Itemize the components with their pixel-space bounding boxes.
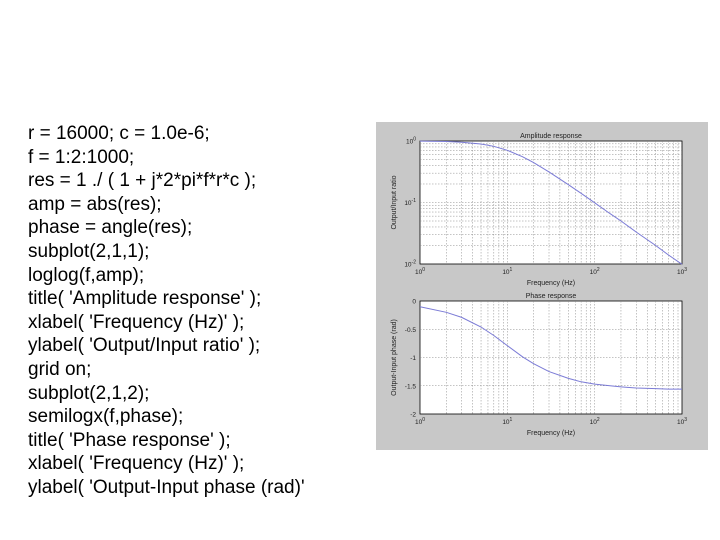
phase-y-axis-label: Output-Input phase (rad) (391, 319, 398, 396)
amplitude-y-tick-exponent: -1 (412, 198, 417, 204)
code-line: phase = angle(res); (28, 217, 193, 239)
phase-x-axis-label: Frequency (Hz) (527, 430, 575, 437)
amplitude-x-tick-label: 101 (502, 267, 512, 276)
phase-plot-area (419, 300, 683, 415)
code-line: semilogx(f,phase); (28, 406, 184, 428)
code-line: f = 1:2:1000; (28, 146, 135, 168)
matlab-figure: 100 101 102 103 10-2 10-1 100 Amplitude respons… (376, 122, 708, 450)
amplitude-series-line (419, 140, 683, 265)
phase-x-tick-exponent: 2 (597, 417, 600, 423)
amplitude-y-tick-label: 10-1 (404, 198, 416, 207)
amplitude-x-tick-exponent: 2 (597, 267, 600, 273)
amplitude-y-tick-exponent: 0 (413, 137, 416, 143)
phase-x-tick-exponent: 1 (510, 417, 513, 423)
phase-title: Phase response (526, 293, 577, 300)
code-line: title( 'Phase response' ); (28, 429, 231, 451)
phase-y-tick-label: -1 (410, 355, 416, 362)
amplitude-x-tick-exponent: 0 (422, 267, 425, 273)
code-line: loglog(f,amp); (28, 264, 145, 286)
amplitude-x-tick-label: 100 (415, 267, 425, 276)
phase-y-tick-label: -1.5 (405, 383, 417, 390)
code-line: grid on; (28, 358, 92, 380)
amplitude-x-tick-label: 103 (677, 267, 687, 276)
amplitude-y-tick-label: 100 (406, 137, 416, 146)
amplitude-plot-area (419, 140, 683, 265)
phase-x-tick-label: 101 (502, 417, 512, 426)
amplitude-y-tick-label: 10-2 (404, 260, 416, 269)
amplitude-x-tick-label: 102 (590, 267, 600, 276)
amplitude-x-tick-exponent: 1 (510, 267, 513, 273)
amplitude-title: Amplitude response (520, 133, 582, 140)
code-line: amp = abs(res); (28, 193, 162, 215)
phase-y-tick-label: -0.5 (405, 327, 417, 334)
code-line: ylabel( 'Output-Input phase (rad)' (28, 476, 305, 498)
phase-y-tick-label: -2 (410, 412, 416, 419)
phase-series-line (419, 306, 682, 390)
phase-x-tick-exponent: 3 (684, 417, 687, 423)
code-line: r = 16000; c = 1.0e-6; (28, 123, 210, 144)
code-line: res = 1 ./ ( 1 + j*2*pi*f*r*c ); (28, 170, 257, 192)
code-line: ylabel( 'Output/Input ratio' ); (28, 335, 261, 357)
phase-x-tick-label: 100 (415, 417, 425, 426)
code-listing: r = 16000; c = 1.0e-6; f = 1:2:1000; res =… (28, 122, 378, 500)
code-line: title( 'Amplitude response' ); (28, 288, 262, 310)
code-line: xlabel( 'Frequency (Hz)' ); (28, 311, 245, 333)
amplitude-y-axis-label: Output/Input ratio (391, 175, 398, 229)
phase-y-tick-label: 0 (412, 299, 416, 306)
phase-x-tick-label: 103 (677, 417, 687, 426)
phase-x-tick-label: 102 (590, 417, 600, 426)
phase-x-tick-exponent: 0 (422, 417, 425, 423)
code-line: subplot(2,1,1); (28, 240, 150, 262)
amplitude-x-axis-label: Frequency (Hz) (527, 280, 575, 287)
amplitude-y-tick-exponent: -2 (412, 260, 417, 266)
amplitude-x-tick-exponent: 3 (684, 267, 687, 273)
code-line: subplot(2,1,2); (28, 382, 150, 404)
code-line: xlabel( 'Frequency (Hz)' ); (28, 453, 245, 475)
